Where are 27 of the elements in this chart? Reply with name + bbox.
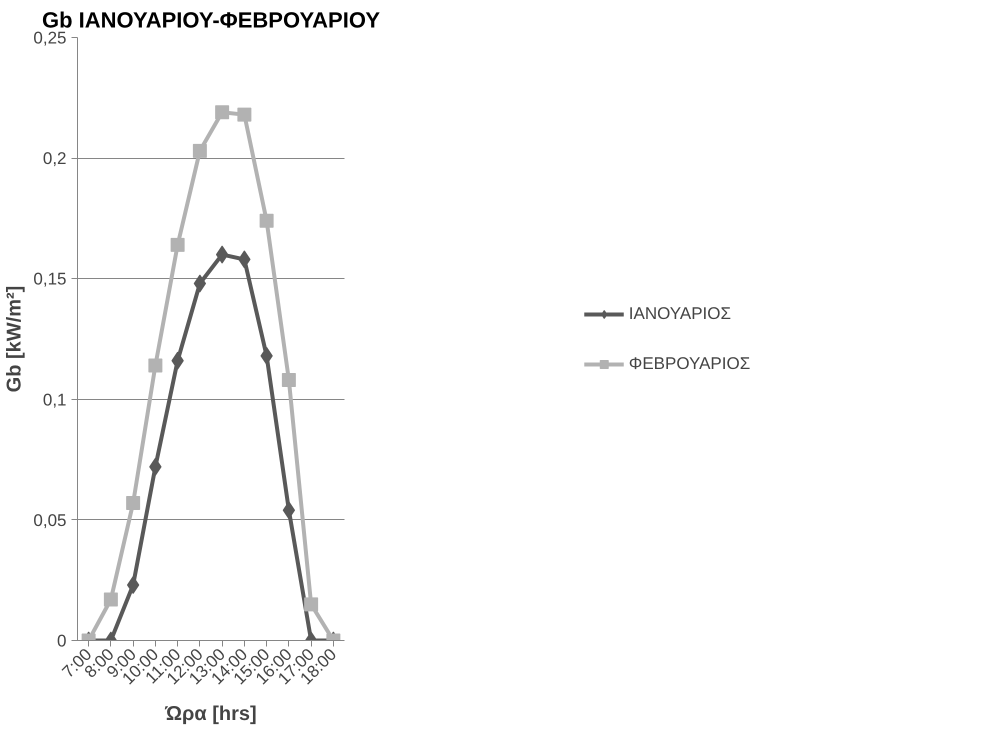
y-tick-label: 0,15 bbox=[33, 270, 67, 289]
point bbox=[238, 250, 251, 268]
point bbox=[216, 246, 228, 264]
point bbox=[126, 496, 140, 510]
point bbox=[149, 458, 162, 476]
legend-label: ΙΑΝΟΥΑΡΙΟΣ bbox=[628, 304, 731, 324]
point bbox=[104, 592, 118, 606]
point bbox=[170, 238, 185, 252]
point bbox=[282, 373, 296, 388]
point bbox=[171, 352, 184, 370]
y-tick-label: 0 bbox=[57, 632, 67, 650]
point bbox=[192, 144, 207, 158]
point bbox=[282, 501, 296, 520]
point bbox=[304, 597, 318, 612]
point bbox=[237, 108, 252, 122]
point bbox=[260, 214, 274, 228]
point bbox=[194, 274, 206, 293]
y-axis-title: Gb [kW/m²] bbox=[3, 286, 26, 392]
point bbox=[148, 358, 162, 373]
point bbox=[126, 576, 140, 594]
point bbox=[215, 105, 230, 120]
y-tick-label: 0,05 bbox=[33, 510, 67, 530]
legend-label: ΦΕΒΡΟΥΑΡΙΟΣ bbox=[628, 354, 750, 374]
point bbox=[260, 346, 273, 365]
y-tick-label: 0,1 bbox=[42, 390, 67, 410]
y-tick-label: 0,2 bbox=[42, 149, 67, 168]
x-axis-title: Ώρα [hrs] bbox=[164, 703, 257, 726]
